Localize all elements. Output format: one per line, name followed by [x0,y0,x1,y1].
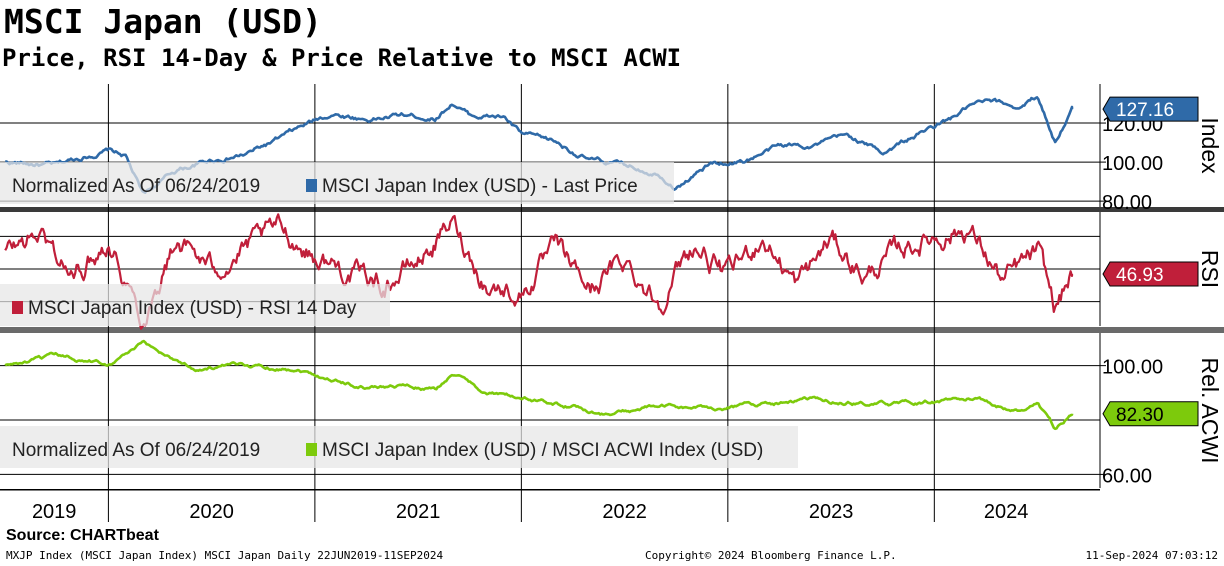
legend-box [0,426,798,468]
legend-series-name: MSCI Japan Index (USD) - Last Price [322,176,638,197]
legend-prefix: Normalized As Of 06/24/2019 [12,176,260,197]
panel-separator [0,327,1224,333]
panel-ylabel: Index [1197,117,1223,174]
panel-ylabel: Rel. ACWI [1197,357,1223,463]
last-value-text: 82.30 [1116,405,1164,426]
legend-box [0,284,390,326]
chart-title: MSCI Japan (USD) [4,2,322,41]
x-axis-line [0,489,1100,491]
footer-timestamp: 11-Sep-2024 07:03:12 [1085,549,1218,562]
y-tick-label: 80.00 [1102,192,1152,214]
panel-separator [0,207,1224,212]
footer-ticker: MXJP Index (MSCI Japan Index) MSCI Japan… [6,549,444,562]
y-tick-label: 100.00 [1102,153,1163,175]
legend-series-name: MSCI Japan Index (USD) / MSCI ACWI Index… [322,440,763,461]
y-tick-label: 100.00 [1102,357,1163,379]
legend-swatch [12,301,23,314]
year-label: 2021 [396,501,441,523]
chart-subtitle: Price, RSI 14-Day & Price Relative to MS… [2,44,682,72]
legend-swatch [306,443,317,456]
legend-swatch [306,179,317,192]
year-label: 2023 [809,501,854,523]
last-value-badge [1102,261,1199,287]
year-label: 2020 [189,501,234,523]
year-label: 2019 [32,501,77,523]
last-value-text: 127.16 [1116,100,1174,121]
legend-prefix: Normalized As Of 06/24/2019 [12,440,260,461]
panel-ylabel: RSI [1197,250,1223,288]
series-line-relative [4,339,1074,431]
source-label: Source: CHARTbeat [6,527,159,544]
y-tick-label: 60.00 [1102,465,1152,487]
last-value-text: 46.93 [1116,265,1164,286]
legend-box [0,162,674,204]
year-label: 2022 [602,501,647,523]
last-value-badge [1102,401,1199,427]
legend-series-name: MSCI Japan Index (USD) - RSI 14 Day [28,298,357,319]
last-value-badge [1102,96,1199,122]
year-label: 2024 [984,501,1029,523]
footer-copyright: Copyright© 2024 Bloomberg Finance L.P. [645,549,897,562]
series-line-rsi [4,213,1074,330]
